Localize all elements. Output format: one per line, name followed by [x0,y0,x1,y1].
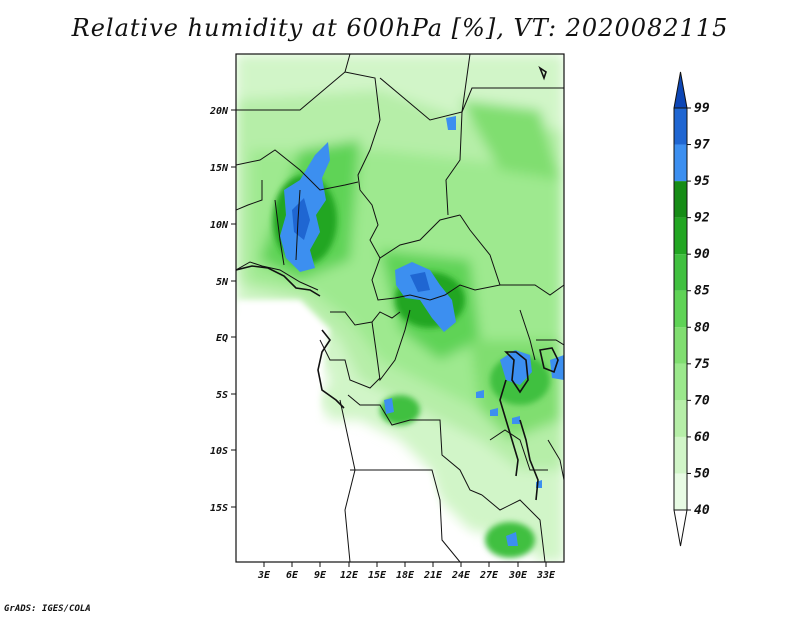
lat-label: 10N [210,220,229,231]
colorbar-band [674,400,687,437]
colorbar-label: 60 [694,430,710,445]
colorbar-max-triangle [673,71,688,109]
lon-label: 24E [451,570,471,581]
colorbar-label: 95 [694,174,710,189]
colorbar-band [674,363,687,401]
lon-label: 3E [257,570,271,581]
lon-label: 27E [479,570,499,581]
colorbar-label: 97 [694,138,710,153]
lat-label: 15N [210,163,229,174]
colorbar-label: 85 [694,284,710,299]
colorbar-band [674,254,687,291]
lon-label: 21E [423,570,443,581]
colorbar-outline [673,107,688,511]
colorbar-band [674,144,687,182]
colorbar-band [674,473,687,510]
colorbar-label: 92 [694,211,710,226]
colorbar-label: 50 [694,466,710,481]
colorbar: 40 50 60 70 75 80 85 90 92 95 97 99 [673,71,710,547]
coastlines [236,65,559,501]
longitude-axis: 3E 6E 9E 12E 15E 18E 21E 24E 27E 30E 33E [257,562,556,581]
humidity-field [236,54,564,562]
colorbar-band [674,436,687,474]
lat-label: 20N [209,106,229,117]
lon-label: 12E [340,570,359,581]
lon-label: 33E [536,570,556,581]
lat-label: 15S [210,503,228,514]
lon-label: 30E [508,570,528,581]
colorbar-label: 70 [694,393,710,408]
latitude-axis: 20N 15N 10N 5N EQ 5S 10S 15S [209,106,236,514]
colorbar-label: 75 [694,357,710,372]
lon-label: 6E [286,570,299,581]
colorbar-label: 40 [694,503,710,518]
lon-label: 9E [314,570,327,581]
lat-label: 5S [216,390,228,401]
lon-label: 15E [368,570,387,581]
colorbar-band [674,108,687,145]
colorbar-label: 90 [694,247,710,262]
lon-label: 18E [396,570,415,581]
colorbar-band [674,217,687,255]
colorbar-band [674,327,687,364]
colorbar-min-triangle [673,509,688,547]
lat-label: EQ [216,333,228,344]
map-frame [235,53,565,563]
lat-label: 10S [210,446,228,457]
country-borders [236,54,564,562]
colorbar-label: 99 [694,101,710,116]
colorbar-band [674,181,687,218]
colorbar-label: 80 [694,320,710,335]
colorbar-band [674,290,687,328]
lat-label: 5N [216,277,229,288]
map-title: Relative humidity at 600hPa [%], VT: 202… [71,14,729,42]
grads-credit: GrADS: IGES/COLA [4,604,91,614]
